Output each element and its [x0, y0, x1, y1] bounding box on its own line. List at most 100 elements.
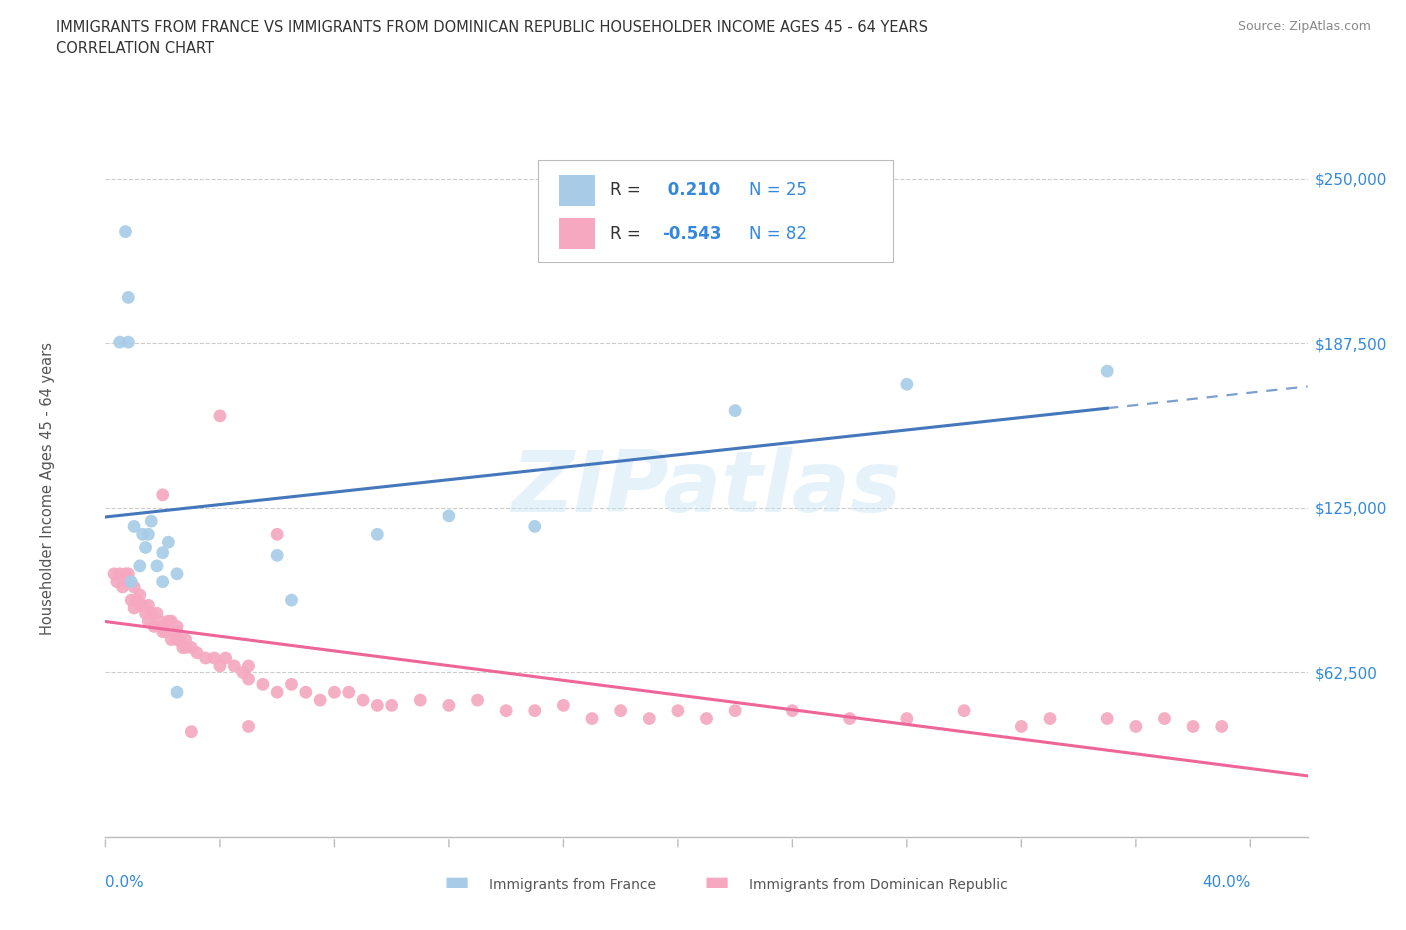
Point: [146, 605, 169, 620]
Point: [157, 614, 180, 629]
Text: Householder Income Ages 45 - 64 years: Householder Income Ages 45 - 64 years: [41, 341, 55, 635]
Point: [166, 566, 188, 581]
Point: [157, 535, 180, 550]
Point: [523, 703, 546, 718]
Text: N = 82: N = 82: [748, 224, 807, 243]
Text: IMMIGRANTS FROM FRANCE VS IMMIGRANTS FROM DOMINICAN REPUBLIC HOUSEHOLDER INCOME : IMMIGRANTS FROM FRANCE VS IMMIGRANTS FRO…: [56, 20, 928, 35]
Point: [174, 632, 197, 647]
Text: Source: ZipAtlas.com: Source: ZipAtlas.com: [1237, 20, 1371, 33]
Point: [309, 693, 332, 708]
Point: [409, 693, 432, 708]
Text: ▬: ▬: [444, 868, 470, 896]
Point: [169, 632, 191, 647]
Point: [337, 684, 360, 699]
Point: [553, 698, 575, 712]
Point: [366, 698, 388, 712]
Point: [666, 703, 689, 718]
Point: [160, 632, 183, 647]
Point: [437, 698, 460, 712]
Point: [138, 598, 160, 613]
Point: [149, 614, 172, 629]
Point: [214, 651, 236, 666]
Point: [128, 588, 150, 603]
Point: [495, 703, 517, 718]
Point: [114, 566, 136, 581]
Point: [146, 558, 169, 573]
Text: ▬: ▬: [704, 868, 730, 896]
Point: [352, 693, 374, 708]
Text: Immigrants from France: Immigrants from France: [489, 878, 657, 893]
Point: [152, 487, 174, 502]
Point: [131, 527, 153, 542]
Point: [155, 624, 177, 639]
Point: [838, 711, 860, 726]
Text: 0.0%: 0.0%: [105, 875, 145, 890]
Point: [143, 619, 166, 634]
Point: [609, 703, 631, 718]
Point: [166, 632, 188, 647]
Point: [105, 574, 128, 589]
FancyBboxPatch shape: [538, 161, 893, 261]
Point: [1039, 711, 1062, 726]
Point: [166, 619, 188, 634]
Point: [1125, 719, 1147, 734]
Point: [467, 693, 489, 708]
Point: [366, 527, 388, 542]
Point: [1211, 719, 1233, 734]
Point: [141, 605, 163, 620]
FancyBboxPatch shape: [558, 175, 595, 206]
Point: [1182, 719, 1205, 734]
Point: [202, 651, 225, 666]
Point: [160, 614, 183, 629]
Point: [953, 703, 976, 718]
Text: -0.543: -0.543: [662, 224, 721, 243]
Point: [224, 658, 246, 673]
Point: [122, 601, 145, 616]
Point: [638, 711, 661, 726]
Point: [117, 290, 139, 305]
Point: [696, 711, 718, 726]
Point: [117, 566, 139, 581]
Point: [238, 719, 260, 734]
Point: [114, 224, 136, 239]
Point: [152, 619, 174, 634]
Point: [437, 509, 460, 524]
Point: [120, 592, 142, 607]
Point: [1010, 719, 1032, 734]
Point: [208, 408, 231, 423]
Point: [266, 548, 288, 563]
Point: [138, 614, 160, 629]
Point: [523, 519, 546, 534]
Text: ZIPatlas: ZIPatlas: [512, 446, 901, 530]
Point: [135, 605, 157, 620]
Point: [266, 684, 288, 699]
Point: [125, 592, 148, 607]
Point: [166, 624, 188, 639]
Point: [152, 574, 174, 589]
Point: [120, 574, 142, 589]
Point: [108, 335, 131, 350]
Text: R =: R =: [610, 181, 647, 199]
Point: [896, 711, 918, 726]
Point: [1095, 364, 1118, 379]
Point: [131, 598, 153, 613]
Point: [280, 677, 302, 692]
Point: [180, 640, 202, 655]
Point: [381, 698, 404, 712]
Point: [208, 658, 231, 673]
Point: [266, 527, 288, 542]
Point: [152, 545, 174, 560]
Point: [724, 703, 747, 718]
Point: [172, 640, 194, 655]
Point: [122, 579, 145, 594]
Point: [1153, 711, 1175, 726]
Point: [896, 377, 918, 392]
Point: [174, 640, 197, 655]
Point: [252, 677, 274, 692]
Point: [238, 671, 260, 686]
FancyBboxPatch shape: [558, 218, 595, 249]
Point: [232, 665, 254, 680]
Point: [238, 658, 260, 673]
Point: [128, 558, 150, 573]
Text: CORRELATION CHART: CORRELATION CHART: [56, 41, 214, 56]
